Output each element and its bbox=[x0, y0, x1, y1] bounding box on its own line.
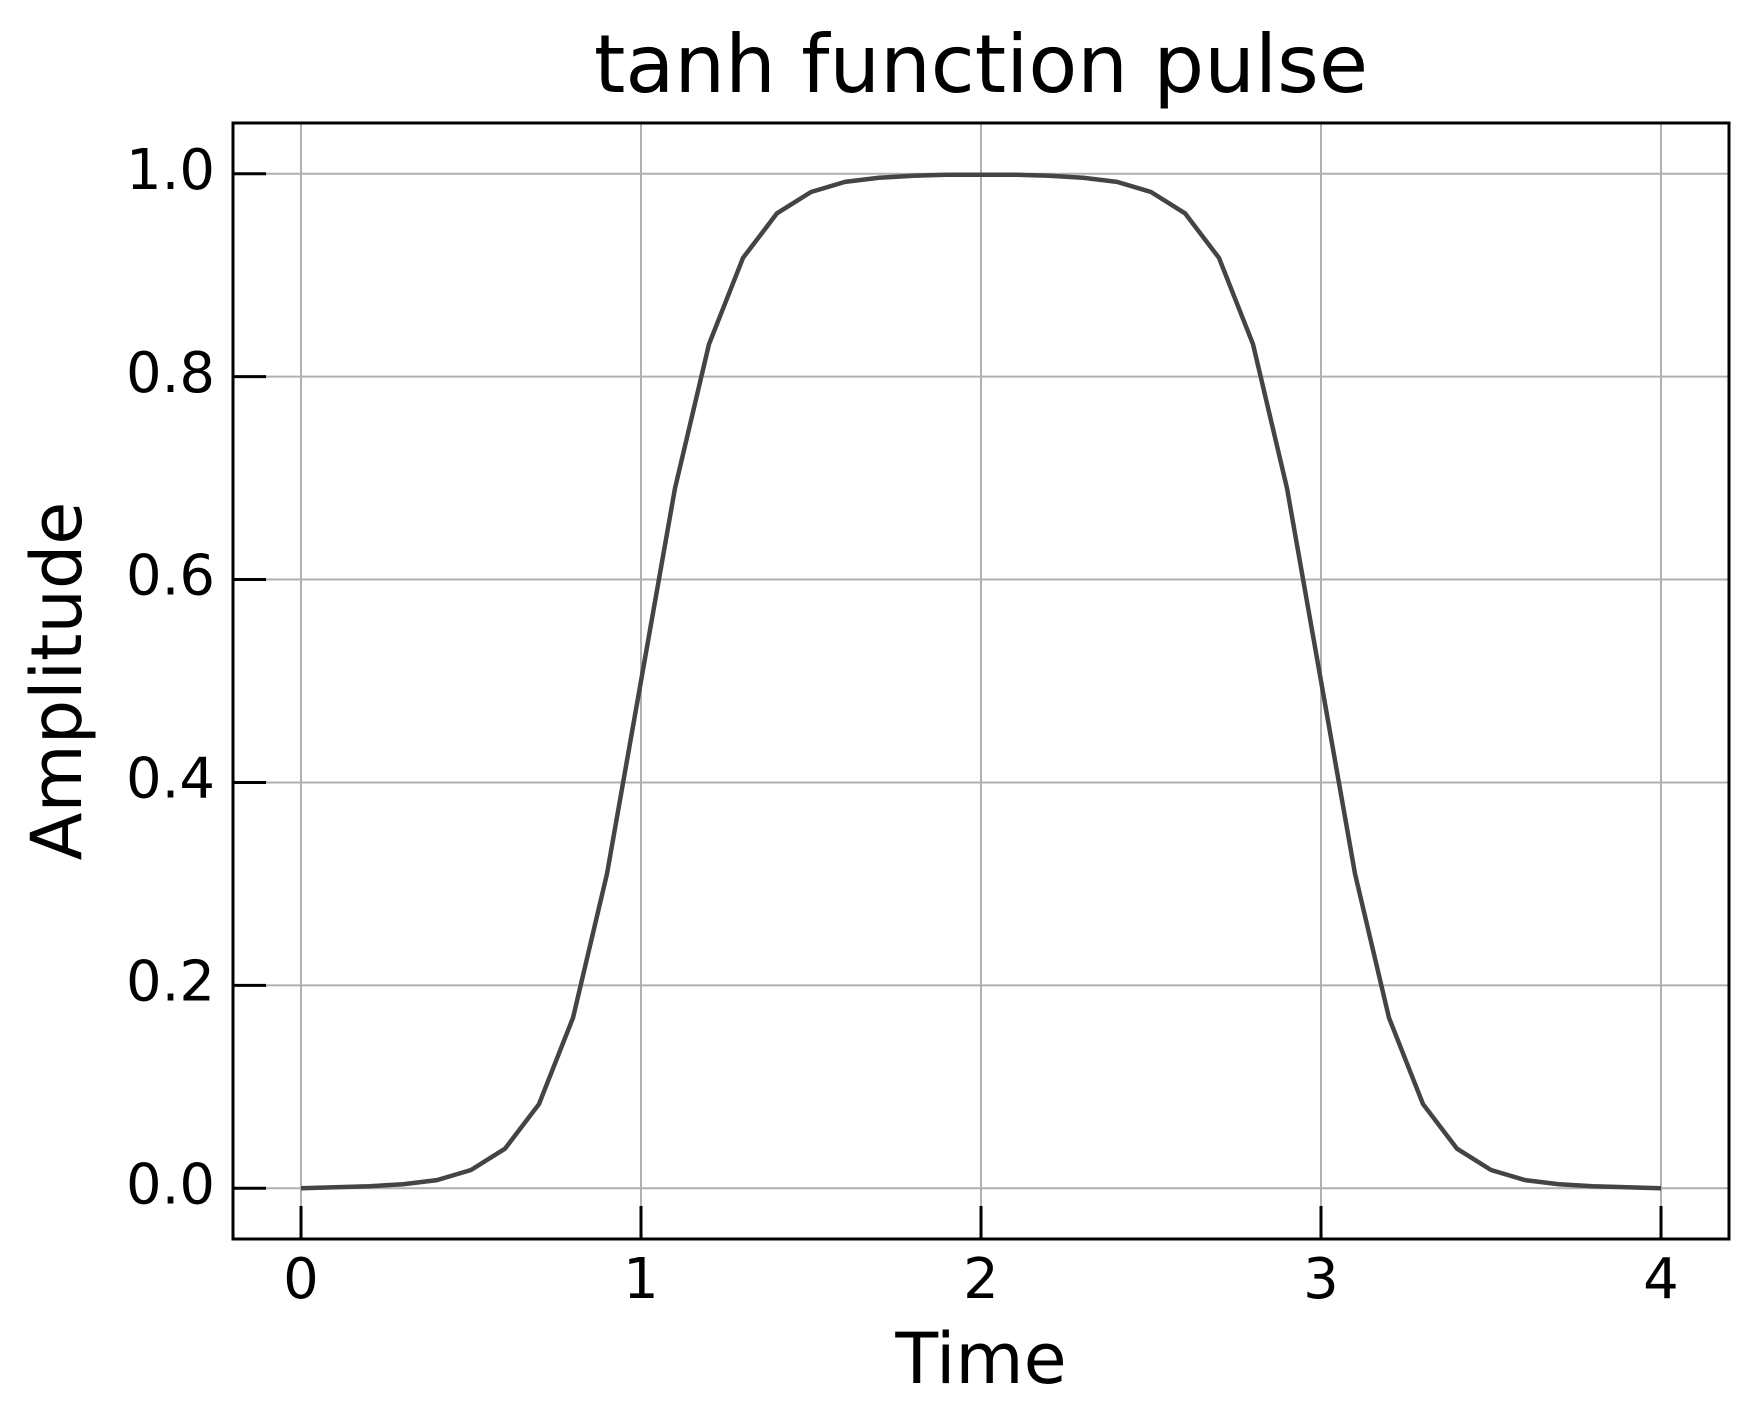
x-tick-label: 1 bbox=[623, 1247, 659, 1312]
y-tick-label: 0.6 bbox=[126, 544, 215, 609]
y-tick-label: 1.0 bbox=[126, 138, 215, 203]
y-tick-label: 0.0 bbox=[126, 1152, 215, 1217]
y-tick-label: 0.8 bbox=[126, 341, 215, 406]
y-tick-label: 0.2 bbox=[126, 950, 215, 1015]
data-line bbox=[300, 172, 1662, 1191]
plot-frame bbox=[231, 121, 1731, 1241]
x-tick-label: 4 bbox=[1643, 1247, 1679, 1312]
x-tick-label: 0 bbox=[283, 1247, 319, 1312]
y-tick-label: 0.4 bbox=[126, 747, 215, 812]
x-tick-label: 2 bbox=[963, 1247, 999, 1312]
chart-title: tanh function pulse bbox=[594, 18, 1368, 111]
x-tick-label: 3 bbox=[1303, 1247, 1339, 1312]
x-axis-label: Time bbox=[894, 1318, 1066, 1400]
y-axis-label: Amplitude bbox=[16, 502, 98, 861]
